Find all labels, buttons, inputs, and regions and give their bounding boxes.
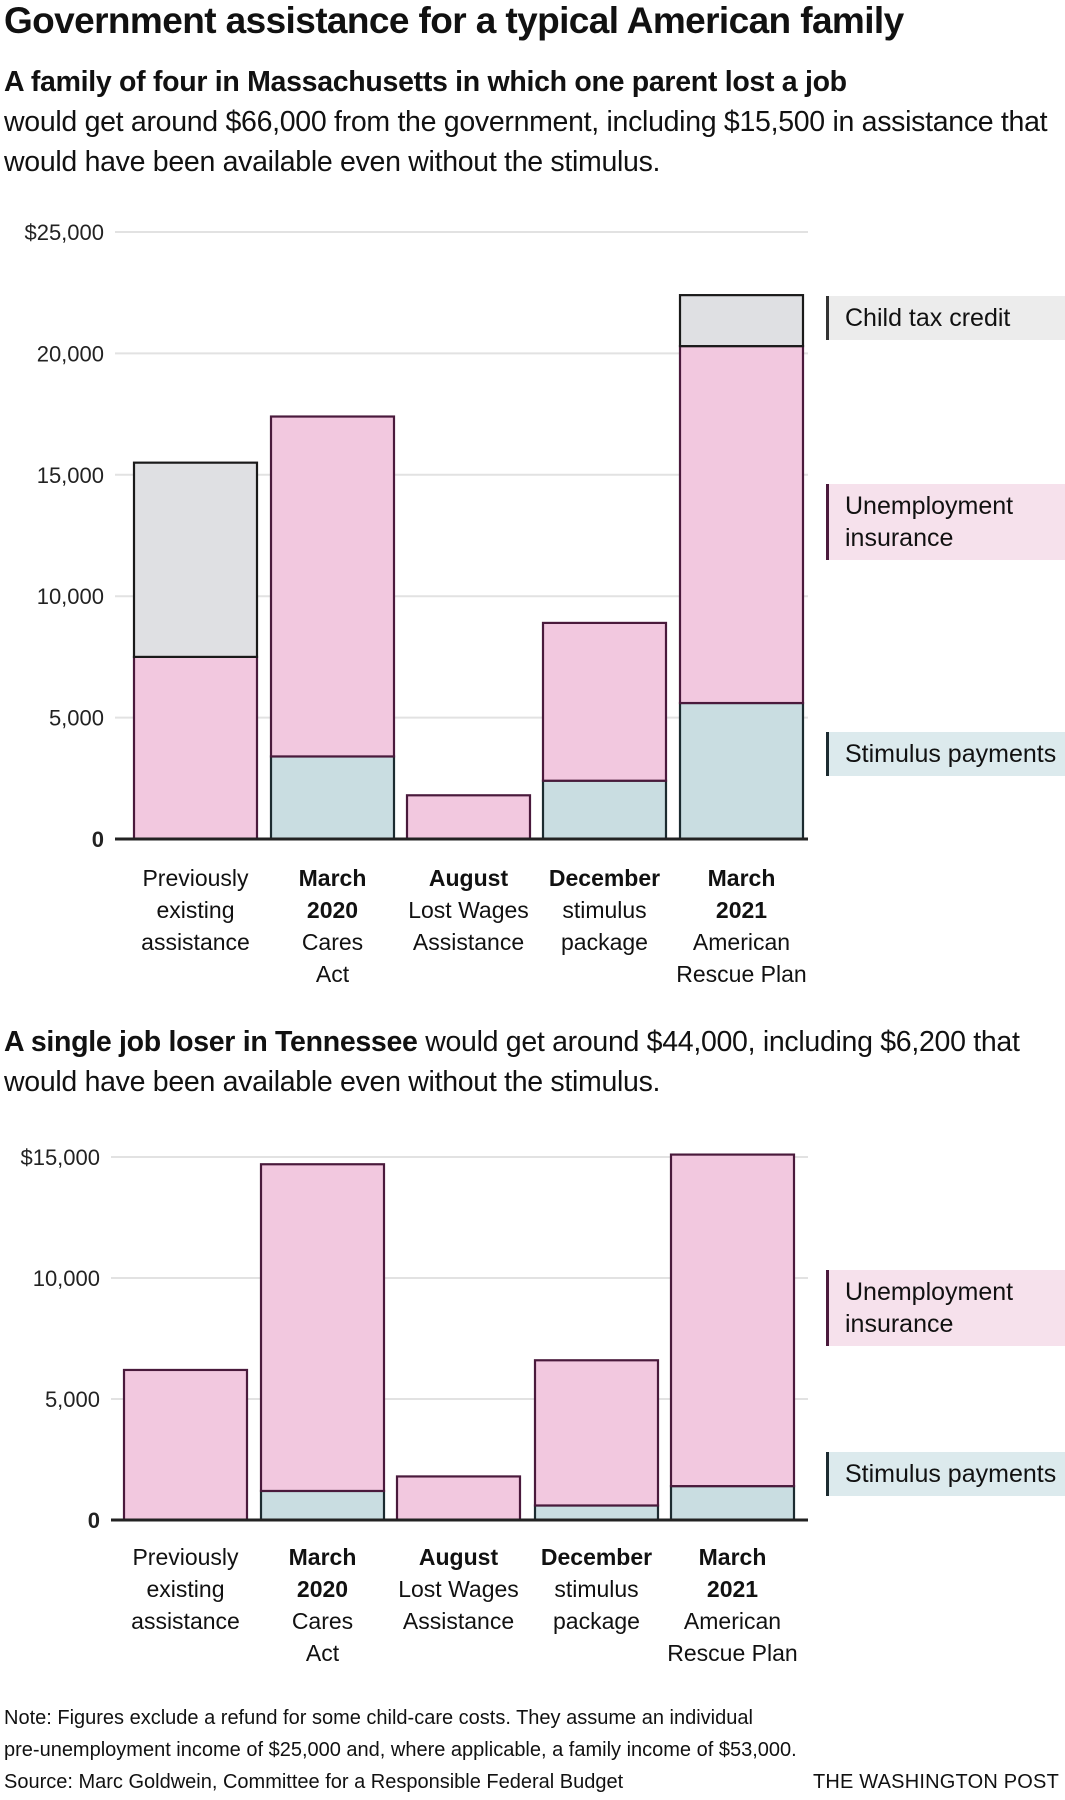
x-category-label-line: March <box>707 865 776 891</box>
bar-segment-stimulus <box>259 1489 386 1522</box>
bar-segment-unemployment <box>259 1163 386 1493</box>
legend-item-stimulus-payments: Stimulus payments <box>826 1452 1065 1496</box>
chart1-subtitle: A family of four in Massachusetts in whi… <box>4 62 1064 182</box>
chart1-plot: 0 5,000 10,000 15,000 20,000 $25,000 <box>24 220 808 852</box>
y-tick-label: 5,000 <box>49 706 104 731</box>
x-category-label: March 2020 Cares Act <box>258 862 408 990</box>
chart2-subtitle-bold: A single job loser in Tennessee <box>4 1026 418 1058</box>
x-category-label-line: March <box>298 865 367 891</box>
x-category-label-line: August <box>428 865 509 891</box>
x-category-label-line: Lost Wages <box>398 1576 519 1602</box>
x-category-label-line: Act <box>305 1640 340 1666</box>
x-category-label-line: 2021 <box>706 1576 759 1602</box>
x-category-label: August Lost Wages Assistance <box>384 1541 534 1637</box>
brand-logo: THE WASHINGTON POST <box>812 1771 1059 1793</box>
legend-item-child-tax-credit: Child tax credit <box>826 296 1065 340</box>
chart1: 0 5,000 10,000 15,000 20,000 $25,000 <box>24 220 808 852</box>
y-tick-label: 10,000 <box>37 584 104 609</box>
x-category-label-line: existing <box>156 897 235 923</box>
x-category-label-line: stimulus <box>554 1576 639 1602</box>
legend-item-stimulus-payments: Stimulus payments <box>826 732 1065 776</box>
x-category-label-line: package <box>553 1608 640 1634</box>
bar-segment-unemployment <box>533 1359 660 1507</box>
x-category-label-line: December <box>548 865 661 891</box>
footer-note-line1: Note: Figures exclude a refund for some … <box>4 1707 753 1729</box>
legend-label: Child tax credit <box>845 304 1011 332</box>
x-category-label: December stimulus package <box>530 862 680 958</box>
x-category-label-line: Act <box>315 961 350 987</box>
x-category-label-line: 2021 <box>715 897 768 923</box>
bar-segment-unemployment <box>405 794 532 841</box>
y-tick-label: 5,000 <box>45 1387 100 1412</box>
x-category-label: March 2020 Cares Act <box>248 1541 398 1669</box>
x-category-label-line: Cares <box>301 929 364 955</box>
x-category-label-line: December <box>540 1544 653 1570</box>
x-category-label-line: Rescue Plan <box>667 1640 798 1666</box>
y-tick-label: 10,000 <box>33 1266 100 1291</box>
legend-item-unemployment-insurance: Unemployment insurance <box>826 484 1065 560</box>
chart-title: Government assistance for a typical Amer… <box>4 0 904 41</box>
y-tick-label: 0 <box>88 1508 100 1533</box>
bar-segment-unemployment <box>122 1368 249 1522</box>
x-category-label-line: stimulus <box>562 897 647 923</box>
x-category-label: Previously existing assistance <box>121 862 271 958</box>
x-category-label-line: 2020 <box>306 897 359 923</box>
x-category-label-line: March <box>698 1544 767 1570</box>
legend-label: Stimulus payments <box>845 1460 1057 1488</box>
legend-item-unemployment-insurance: Unemployment insurance <box>826 1270 1065 1346</box>
x-category-label-line: existing <box>146 1576 225 1602</box>
y-tick-label: $25,000 <box>24 220 104 245</box>
x-category-label-line: Previously <box>142 865 249 891</box>
chart2-subtitle: A single job loser in Tennessee would ge… <box>4 1022 1064 1102</box>
footer-source: Source: Marc Goldwein, Committee for a R… <box>4 1771 624 1793</box>
x-category-label-line: Assistance <box>412 929 525 955</box>
footer-note-line2: pre-unemployment income of $25,000 and, … <box>4 1739 797 1761</box>
x-category-label-line: American <box>683 1608 782 1634</box>
x-category-label-line: package <box>561 929 648 955</box>
bar-segment-unemployment <box>395 1475 522 1522</box>
legend-label: Unemployment insurance <box>845 1278 1014 1338</box>
chart1-subtitle-rest: would get around $66,000 from the govern… <box>4 106 1048 178</box>
y-tick-label: 20,000 <box>37 341 104 366</box>
bar-segment-unemployment <box>669 1153 796 1488</box>
x-category-label-line: assistance <box>141 929 250 955</box>
x-category-label-line: Rescue Plan <box>676 961 807 987</box>
legend-label: Stimulus payments <box>845 740 1057 768</box>
x-category-label: December stimulus package <box>522 1541 672 1637</box>
x-category-label-line: Cares <box>291 1608 354 1634</box>
x-category-label: August Lost Wages Assistance <box>394 862 544 958</box>
x-category-label-line: March <box>288 1544 357 1570</box>
bar-segment-stimulus <box>533 1504 660 1522</box>
x-category-label-line: Lost Wages <box>408 897 529 923</box>
x-category-label: Previously existing assistance <box>111 1541 261 1637</box>
x-category-label-line: 2020 <box>296 1576 349 1602</box>
y-tick-label: 0 <box>92 827 104 852</box>
x-category-label-line: Assistance <box>402 1608 515 1634</box>
x-category-label: March 2021 American Rescue Plan <box>658 1541 808 1669</box>
x-category-label-line: Previously <box>132 1544 239 1570</box>
x-category-label-line: American <box>692 929 791 955</box>
bar-segment-stimulus <box>669 1485 796 1522</box>
bar-segment-unemployment <box>541 621 668 782</box>
y-tick-label: $15,000 <box>20 1145 100 1170</box>
bar-segment-child-tax-credit <box>678 294 805 348</box>
x-category-label-line: August <box>418 1544 499 1570</box>
bar-segment-unemployment <box>678 345 805 705</box>
bar-segment-stimulus <box>269 755 396 841</box>
y-tick-label: 15,000 <box>37 463 104 488</box>
x-category-label: March 2021 American Rescue Plan <box>667 862 817 990</box>
bar-segment-unemployment <box>269 415 396 758</box>
bar-segment-child-tax-credit <box>132 461 259 659</box>
legend-label: Unemployment insurance <box>845 492 1014 552</box>
x-category-label-line: assistance <box>131 1608 240 1634</box>
chart2-subtitle-rest: would get around $44,000, including $6,2… <box>4 1026 1020 1098</box>
chart1-subtitle-bold: A family of four in Massachusetts in whi… <box>4 66 847 98</box>
